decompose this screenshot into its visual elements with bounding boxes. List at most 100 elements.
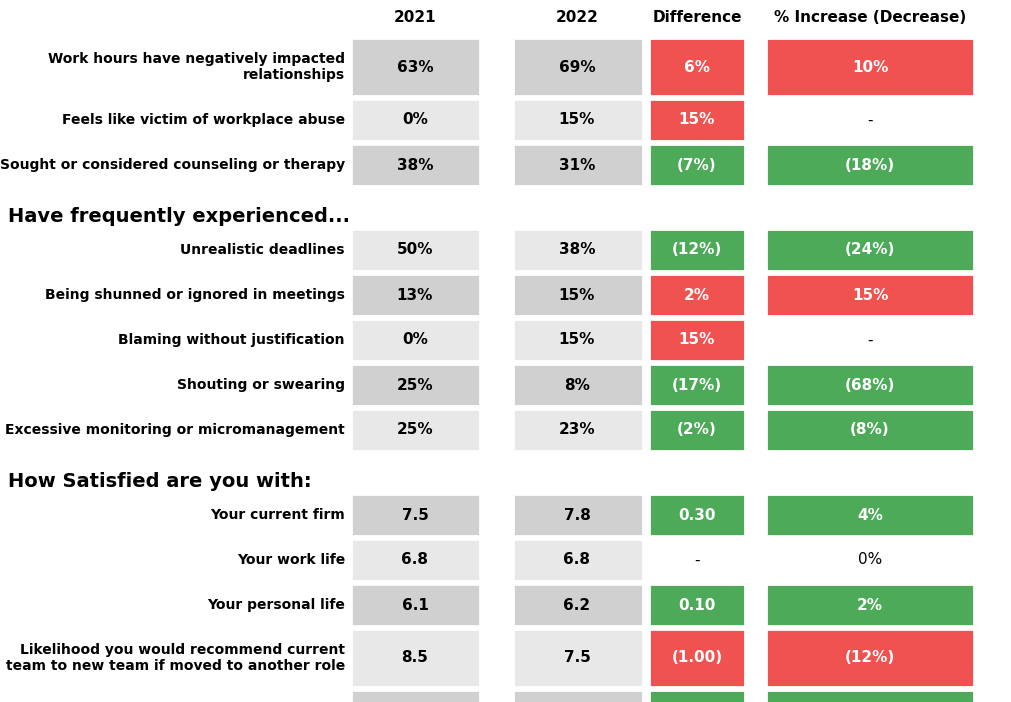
- Text: 6.2: 6.2: [563, 597, 590, 613]
- Text: -: -: [867, 333, 872, 347]
- Text: 2%: 2%: [857, 597, 883, 613]
- Text: Blaming without justification: Blaming without justification: [118, 333, 345, 347]
- Bar: [766, 229, 974, 271]
- Bar: [649, 409, 745, 451]
- Bar: [513, 409, 643, 451]
- Text: Work hours have negatively impacted
relationships: Work hours have negatively impacted rela…: [48, 52, 345, 82]
- Text: 7.5: 7.5: [401, 508, 429, 522]
- Bar: [513, 539, 643, 581]
- Text: Your work life: Your work life: [237, 553, 345, 567]
- Text: 50%: 50%: [396, 242, 434, 258]
- Text: (24%): (24%): [845, 242, 895, 258]
- Text: 6.8: 6.8: [401, 552, 429, 567]
- Text: Have frequently experienced...: Have frequently experienced...: [8, 207, 350, 226]
- Text: 31%: 31%: [559, 157, 595, 173]
- Text: Your personal life: Your personal life: [207, 598, 345, 612]
- Text: 25%: 25%: [396, 423, 434, 437]
- Bar: [766, 690, 974, 702]
- Bar: [513, 584, 643, 626]
- Bar: [513, 99, 643, 141]
- Bar: [513, 274, 643, 316]
- Text: 6%: 6%: [684, 60, 710, 74]
- Text: 0%: 0%: [402, 333, 428, 347]
- Bar: [649, 584, 745, 626]
- Text: How Satisfied are you with:: How Satisfied are you with:: [8, 472, 311, 491]
- Bar: [766, 319, 974, 361]
- Text: 6.1: 6.1: [401, 597, 429, 613]
- Text: 2022: 2022: [556, 11, 599, 25]
- Bar: [513, 38, 643, 96]
- Text: (68%): (68%): [845, 378, 895, 392]
- Text: 15%: 15%: [559, 112, 595, 128]
- Text: 13%: 13%: [396, 288, 433, 303]
- Bar: [766, 144, 974, 186]
- Text: 0%: 0%: [858, 552, 883, 567]
- Bar: [649, 364, 745, 406]
- Bar: [766, 99, 974, 141]
- Text: 8.5: 8.5: [401, 651, 429, 665]
- Text: 25%: 25%: [396, 378, 434, 392]
- Bar: [513, 319, 643, 361]
- Bar: [766, 38, 974, 96]
- Bar: [649, 38, 745, 96]
- Bar: [513, 229, 643, 271]
- Bar: [513, 494, 643, 536]
- Text: 10%: 10%: [852, 60, 889, 74]
- Text: -: -: [867, 112, 872, 128]
- Text: 15%: 15%: [559, 333, 595, 347]
- Text: (17%): (17%): [672, 378, 722, 392]
- Text: 15%: 15%: [678, 112, 715, 128]
- Bar: [513, 629, 643, 687]
- Text: 0%: 0%: [402, 112, 428, 128]
- Bar: [649, 229, 745, 271]
- Text: (7%): (7%): [677, 157, 717, 173]
- Bar: [351, 584, 480, 626]
- Bar: [766, 364, 974, 406]
- Bar: [351, 319, 480, 361]
- Text: (12%): (12%): [672, 242, 722, 258]
- Bar: [351, 690, 480, 702]
- Bar: [351, 38, 480, 96]
- Bar: [649, 690, 745, 702]
- Text: 15%: 15%: [678, 333, 715, 347]
- Text: (8%): (8%): [850, 423, 890, 437]
- Text: Sought or considered counseling or therapy: Sought or considered counseling or thera…: [0, 158, 345, 172]
- Bar: [351, 274, 480, 316]
- Bar: [351, 229, 480, 271]
- Text: (12%): (12%): [845, 651, 895, 665]
- Bar: [513, 690, 643, 702]
- Text: 0.10: 0.10: [678, 597, 716, 613]
- Text: 8%: 8%: [564, 378, 590, 392]
- Bar: [513, 364, 643, 406]
- Text: 6.8: 6.8: [563, 552, 590, 567]
- Text: 15%: 15%: [559, 288, 595, 303]
- Text: 4%: 4%: [857, 508, 883, 522]
- Text: Shouting or swearing: Shouting or swearing: [177, 378, 345, 392]
- Bar: [649, 144, 745, 186]
- Text: 2021: 2021: [393, 11, 437, 25]
- Text: (18%): (18%): [845, 157, 895, 173]
- Text: -: -: [695, 552, 700, 567]
- Bar: [351, 629, 480, 687]
- Text: Excessive monitoring or micromanagement: Excessive monitoring or micromanagement: [5, 423, 345, 437]
- Text: Likelihood you would recommend current
team to new team if moved to another role: Likelihood you would recommend current t…: [6, 643, 345, 673]
- Bar: [649, 629, 745, 687]
- Bar: [766, 494, 974, 536]
- Text: 38%: 38%: [559, 242, 595, 258]
- Text: Your current firm: Your current firm: [210, 508, 345, 522]
- Text: Feels like victim of workplace abuse: Feels like victim of workplace abuse: [62, 113, 345, 127]
- Bar: [351, 494, 480, 536]
- Bar: [649, 494, 745, 536]
- Bar: [649, 99, 745, 141]
- Bar: [766, 584, 974, 626]
- Text: 15%: 15%: [852, 288, 889, 303]
- Bar: [766, 629, 974, 687]
- Text: 7.5: 7.5: [563, 651, 590, 665]
- Bar: [649, 319, 745, 361]
- Bar: [351, 364, 480, 406]
- Bar: [513, 144, 643, 186]
- Text: 23%: 23%: [559, 423, 595, 437]
- Text: 2%: 2%: [684, 288, 710, 303]
- Bar: [766, 274, 974, 316]
- Text: (1.00): (1.00): [671, 651, 723, 665]
